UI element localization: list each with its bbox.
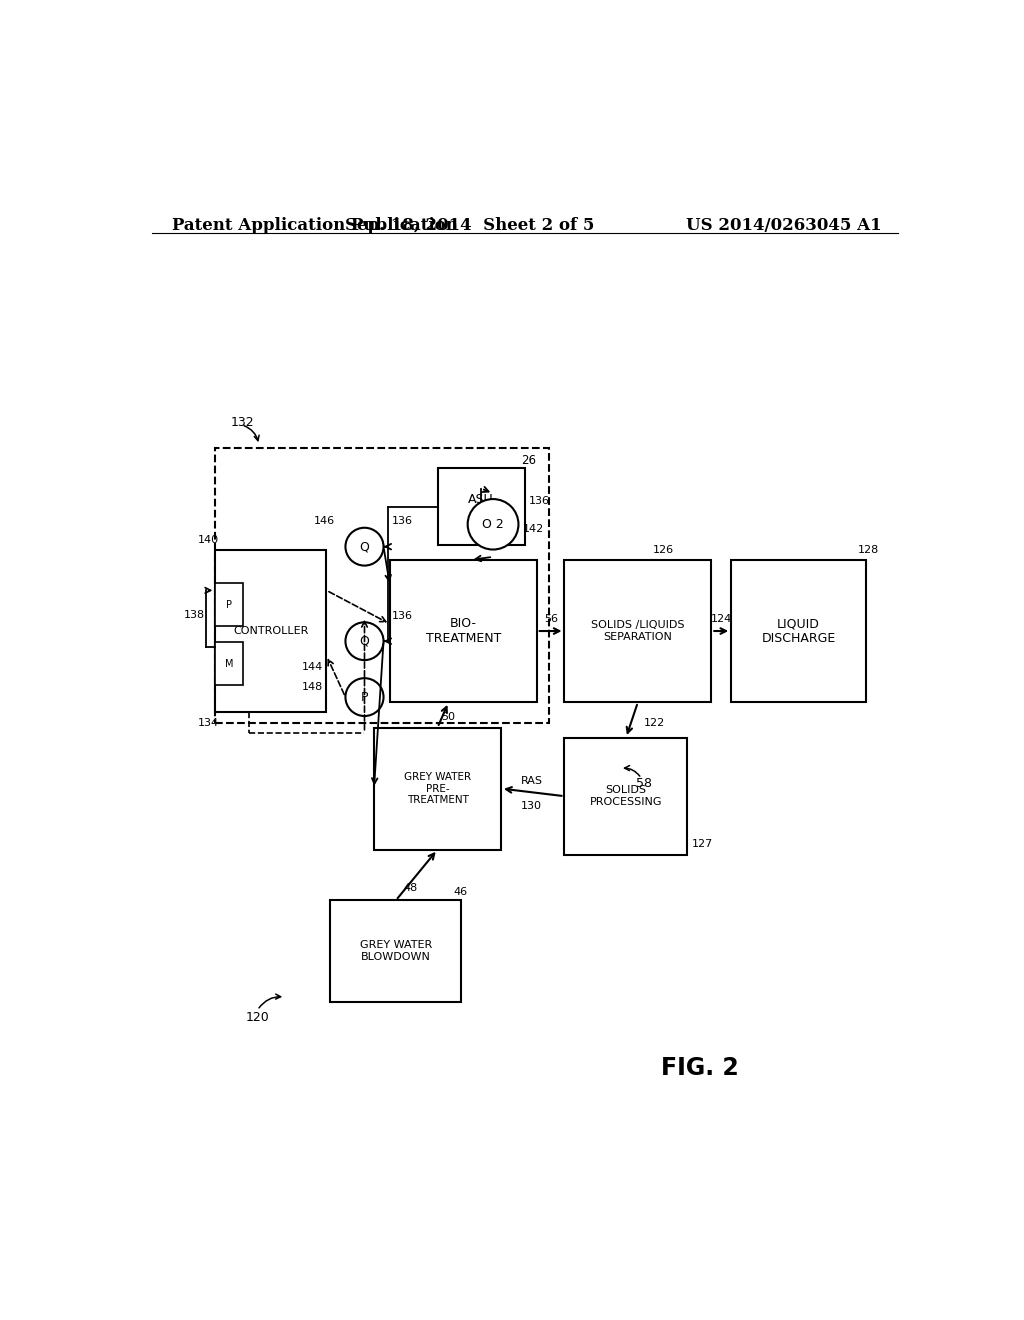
Text: 142: 142 (522, 524, 544, 535)
Text: 124: 124 (712, 614, 732, 624)
Text: LIQUID
DISCHARGE: LIQUID DISCHARGE (762, 616, 836, 645)
Text: 120: 120 (246, 1011, 269, 1024)
Text: 140: 140 (198, 535, 219, 545)
Text: O 2: O 2 (482, 517, 504, 531)
Text: 138: 138 (183, 610, 205, 620)
Text: 136: 136 (528, 496, 550, 507)
Bar (731, 560, 866, 702)
Bar (215, 447, 549, 722)
Text: 26: 26 (521, 454, 536, 467)
Text: 50: 50 (441, 713, 456, 722)
Ellipse shape (345, 678, 384, 715)
Text: 128: 128 (858, 545, 880, 554)
Ellipse shape (345, 528, 384, 565)
Text: 144: 144 (302, 661, 323, 672)
Bar (331, 900, 462, 1002)
Text: 136: 136 (391, 516, 413, 527)
Text: CONTROLLER: CONTROLLER (233, 626, 308, 636)
Text: RAS: RAS (521, 776, 543, 785)
Text: M: M (225, 659, 233, 668)
Bar (437, 469, 524, 545)
Text: ASU
O 2: ASU O 2 (468, 492, 494, 520)
Bar (390, 560, 537, 702)
Text: 146: 146 (313, 516, 335, 527)
Bar (215, 549, 327, 713)
Text: Sep. 18, 2014  Sheet 2 of 5: Sep. 18, 2014 Sheet 2 of 5 (344, 218, 594, 235)
Text: 136: 136 (391, 611, 413, 620)
Text: 127: 127 (691, 840, 713, 850)
Text: 48: 48 (403, 883, 418, 894)
Text: 122: 122 (644, 718, 666, 727)
Text: BIO-
TREATMENT: BIO- TREATMENT (426, 616, 501, 645)
Text: P: P (226, 599, 232, 610)
Text: Q: Q (359, 540, 370, 553)
Text: FIG. 2: FIG. 2 (660, 1056, 738, 1080)
Bar (564, 738, 687, 854)
Text: SOLIDS
PROCESSING: SOLIDS PROCESSING (590, 785, 663, 807)
Text: 132: 132 (231, 416, 255, 429)
Text: 126: 126 (652, 545, 674, 554)
Ellipse shape (468, 499, 518, 549)
Text: GREY WATER
PRE-
TREATMENT: GREY WATER PRE- TREATMENT (403, 772, 471, 805)
Text: 130: 130 (521, 801, 542, 812)
Text: 134: 134 (198, 718, 219, 727)
Text: 58: 58 (636, 777, 652, 789)
Text: 56: 56 (545, 614, 559, 624)
Text: Patent Application Publication: Patent Application Publication (172, 218, 458, 235)
Text: GREY WATER
BLOWDOWN: GREY WATER BLOWDOWN (359, 940, 432, 962)
Text: 46: 46 (454, 887, 468, 898)
Bar (374, 727, 501, 850)
Text: Q: Q (359, 635, 370, 648)
Text: SOLIDS /LIQUIDS
SEPARATION: SOLIDS /LIQUIDS SEPARATION (591, 620, 685, 642)
Text: 148: 148 (302, 682, 323, 692)
Bar (215, 643, 243, 685)
Text: P: P (360, 690, 369, 704)
Ellipse shape (345, 622, 384, 660)
Bar (564, 560, 712, 702)
Bar (215, 583, 243, 626)
Text: US 2014/0263045 A1: US 2014/0263045 A1 (686, 218, 882, 235)
